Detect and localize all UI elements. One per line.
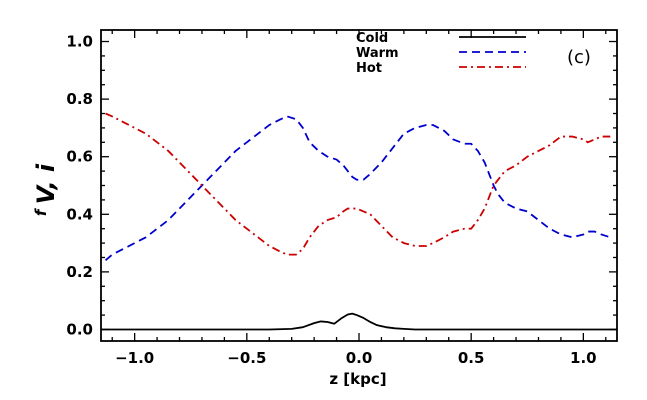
y-tick-label: 1.0 (66, 33, 93, 51)
y-tick-label: 0.4 (66, 205, 93, 223)
legend-label-hot: Hot (356, 61, 382, 76)
y-tick-label: 0.6 (66, 148, 93, 166)
series-line-warm (104, 115, 611, 262)
axis-layer: −1.0 −0.5 0.0 0.5 1.0 0.0 0.2 0.4 0.6 0.8 1.0 (66, 29, 618, 367)
legend-label-cold: Cold (356, 31, 388, 46)
y-axis-label-subscript: V, i (32, 163, 60, 204)
series-line-cold (101, 312, 617, 331)
x-tick-label: 0.0 (346, 349, 373, 367)
y-tick-label: 0.2 (66, 263, 93, 281)
series-layer (101, 112, 617, 331)
x-tick-label: 0.5 (458, 349, 485, 367)
x-tick-label: 1.0 (570, 349, 597, 367)
series-line-hot (105, 112, 611, 256)
plot-frame (100, 29, 618, 342)
legend-label-warm: Warm (356, 46, 399, 61)
x-axis-label: z [kpc] (329, 370, 386, 388)
panel-label: (c) (567, 47, 591, 68)
y-axis-label-main: f (32, 207, 50, 216)
x-tick-label: −1.0 (115, 349, 154, 367)
y-tick-label: 0.0 (66, 320, 93, 338)
x-tick-label: −0.5 (227, 349, 266, 367)
y-tick-label: 0.8 (66, 90, 93, 108)
y-axis-label: f V, i (32, 163, 60, 216)
